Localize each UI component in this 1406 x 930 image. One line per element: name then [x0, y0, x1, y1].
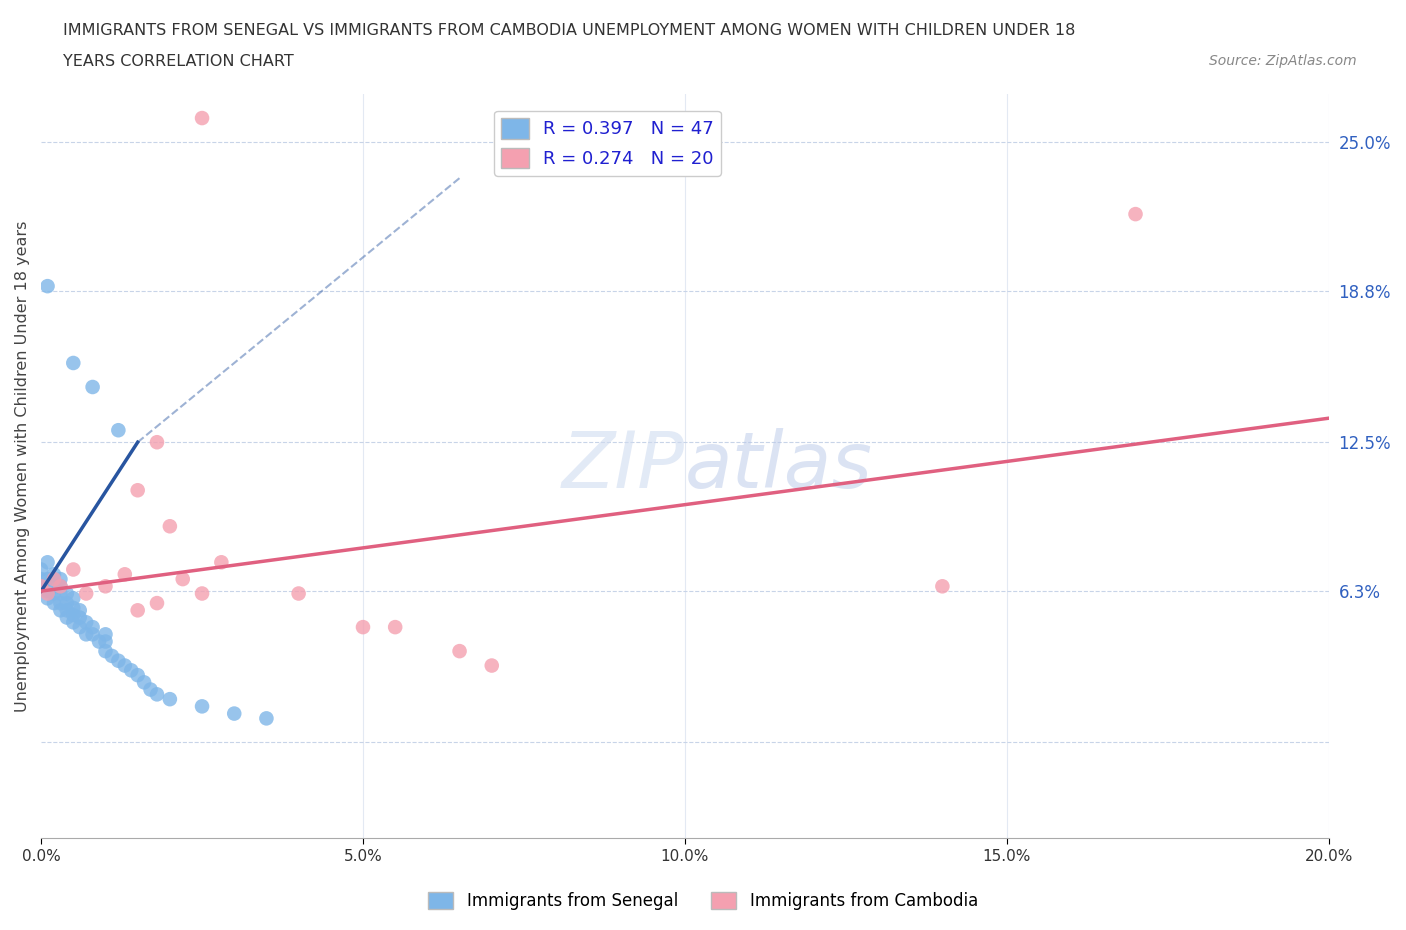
- Point: [30, 578, 52, 593]
- Point: [120, 663, 142, 678]
- Point: [107, 653, 129, 668]
- Point: [75, 586, 97, 601]
- Point: [62, 615, 84, 630]
- Point: [37, 586, 59, 601]
- Point: [224, 706, 246, 721]
- Point: [82, 379, 104, 394]
- Point: [82, 627, 104, 642]
- Point: [62, 355, 84, 370]
- Point: [94, 644, 117, 658]
- Point: [209, 555, 232, 570]
- Point: [139, 682, 162, 697]
- Point: [481, 658, 503, 673]
- Point: [42, 578, 65, 593]
- Point: [42, 572, 65, 587]
- Point: [127, 668, 149, 683]
- Point: [127, 483, 149, 498]
- Point: [94, 627, 117, 642]
- Point: [49, 603, 72, 618]
- Point: [37, 555, 59, 570]
- Point: [191, 699, 214, 714]
- Point: [42, 596, 65, 611]
- Point: [352, 619, 374, 634]
- Point: [191, 586, 214, 601]
- Point: [87, 634, 110, 649]
- Text: YEARS CORRELATION CHART: YEARS CORRELATION CHART: [63, 54, 294, 69]
- Text: ZIP: ZIP: [562, 428, 685, 504]
- Point: [69, 610, 91, 625]
- Point: [49, 578, 72, 593]
- Point: [114, 658, 136, 673]
- Point: [56, 610, 79, 625]
- Text: Source: ZipAtlas.com: Source: ZipAtlas.com: [1209, 54, 1357, 68]
- Point: [132, 675, 155, 690]
- Point: [49, 572, 72, 587]
- Point: [172, 572, 194, 587]
- Point: [931, 578, 953, 593]
- Point: [94, 578, 117, 593]
- Legend: Immigrants from Senegal, Immigrants from Cambodia: Immigrants from Senegal, Immigrants from…: [422, 885, 984, 917]
- Point: [37, 584, 59, 599]
- Point: [49, 596, 72, 611]
- Point: [146, 596, 169, 611]
- Point: [107, 423, 129, 438]
- Point: [42, 586, 65, 601]
- Point: [114, 567, 136, 582]
- Point: [30, 562, 52, 577]
- Point: [62, 601, 84, 616]
- Point: [127, 603, 149, 618]
- Point: [49, 586, 72, 601]
- Y-axis label: Unemployment Among Women with Children Under 18 years: Unemployment Among Women with Children U…: [15, 220, 30, 712]
- Point: [75, 615, 97, 630]
- Point: [146, 435, 169, 450]
- Point: [94, 634, 117, 649]
- Point: [62, 591, 84, 605]
- Point: [62, 607, 84, 622]
- Point: [101, 648, 124, 663]
- Point: [82, 619, 104, 634]
- Text: IMMIGRANTS FROM SENEGAL VS IMMIGRANTS FROM CAMBODIA UNEMPLOYMENT AMONG WOMEN WIT: IMMIGRANTS FROM SENEGAL VS IMMIGRANTS FR…: [63, 23, 1076, 38]
- Point: [37, 591, 59, 605]
- Point: [42, 567, 65, 582]
- Point: [56, 603, 79, 618]
- Point: [449, 644, 471, 658]
- Legend: R = 0.397   N = 47, R = 0.274   N = 20: R = 0.397 N = 47, R = 0.274 N = 20: [495, 111, 721, 176]
- Text: atlas: atlas: [685, 428, 873, 504]
- Point: [56, 596, 79, 611]
- Point: [37, 279, 59, 294]
- Point: [159, 692, 181, 707]
- Point: [69, 603, 91, 618]
- Point: [159, 519, 181, 534]
- Point: [49, 578, 72, 593]
- Point: [30, 572, 52, 587]
- Point: [384, 619, 406, 634]
- Point: [146, 687, 169, 702]
- Point: [30, 578, 52, 593]
- Point: [1125, 206, 1147, 221]
- Point: [69, 619, 91, 634]
- Point: [75, 627, 97, 642]
- Point: [191, 111, 214, 126]
- Point: [56, 586, 79, 601]
- Point: [37, 572, 59, 587]
- Point: [287, 586, 309, 601]
- Point: [254, 711, 277, 725]
- Point: [62, 562, 84, 577]
